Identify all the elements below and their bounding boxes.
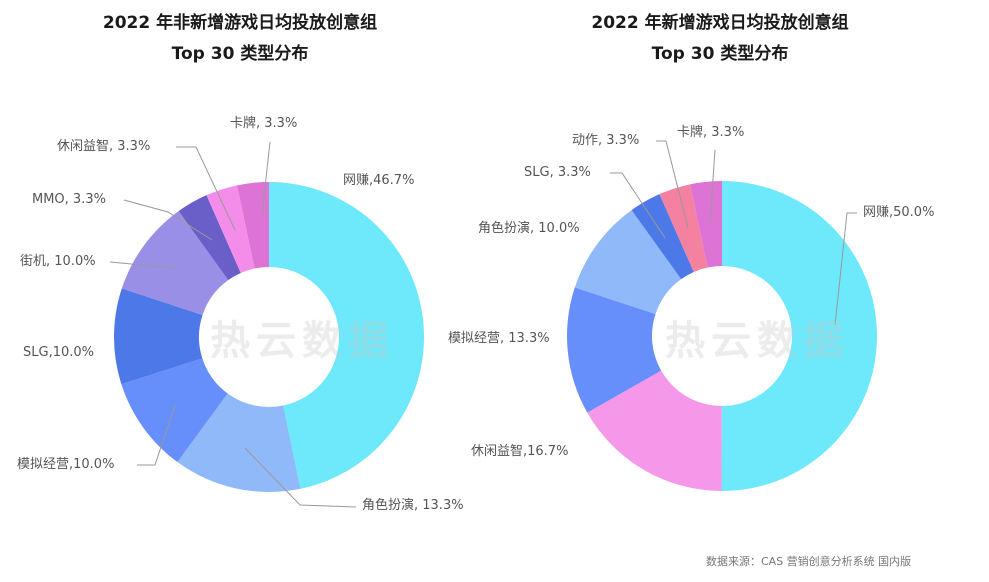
left-slice-6 [206, 185, 255, 273]
right-slice-4 [631, 194, 694, 280]
left-data-label: 街机, 10.0% [20, 254, 96, 269]
right-leader-line-0 [834, 212, 857, 326]
left-slice-1 [177, 393, 301, 493]
right-data-label: 模拟经营, 13.3% [448, 331, 550, 346]
left-data-label: 网赚,46.7% [343, 173, 415, 188]
left-watermark: 热云数据 [210, 318, 394, 364]
right-title-line1: 2022 年新增游戏日均投放创意组 [591, 13, 849, 33]
left-leader-line-4 [109, 261, 176, 269]
left-data-label: 角色扮演, 13.3% [362, 498, 464, 513]
right-watermark: 热云数据 [665, 318, 849, 364]
right-leader-line-5 [656, 140, 689, 229]
left-leader-line-6 [176, 146, 236, 231]
left-slice-2 [121, 358, 228, 463]
right-leader-line-6 [709, 149, 716, 223]
left-title-line1: 2022 年非新增游戏日均投放创意组 [102, 13, 378, 33]
left-data-label: MMO, 3.3% [32, 192, 106, 207]
right-slice-1 [587, 370, 722, 491]
left-leader-line-1 [244, 447, 357, 508]
left-slice-0 [269, 182, 424, 489]
right-slice-0 [721, 181, 878, 491]
left-leader-line-2 [137, 404, 176, 466]
data-source-footer: 数据来源：CAS 营销创意分析系统 国内版 [706, 555, 912, 568]
left-slice-4 [121, 211, 229, 316]
right-slice-2 [567, 287, 662, 413]
right-slice-3 [574, 210, 682, 315]
right-data-label: 角色扮演, 10.0% [478, 221, 580, 236]
left-data-label: 休闲益智, 3.3% [57, 139, 151, 154]
right-data-label: 网赚,50.0% [863, 205, 935, 220]
right-data-label: 休闲益智,16.7% [471, 444, 569, 459]
left-chart-title: 2022 年非新增游戏日均投放创意组 Top 30 类型分布 [40, 8, 440, 70]
left-leader-line-5 [123, 199, 213, 241]
left-data-label: SLG,10.0% [23, 345, 94, 360]
right-title-line2: Top 30 类型分布 [651, 44, 789, 64]
right-leader-line-4 [610, 172, 666, 239]
left-data-label: 卡牌, 3.3% [230, 116, 298, 131]
right-data-label: SLG, 3.3% [524, 165, 591, 180]
right-data-label: 卡牌, 3.3% [677, 125, 745, 140]
left-title-line2: Top 30 类型分布 [171, 44, 309, 64]
right-slice-5 [659, 184, 708, 272]
left-slice-3 [114, 288, 203, 385]
left-leader-line-7 [261, 141, 271, 216]
left-data-label: 模拟经营,10.0% [17, 457, 115, 472]
right-data-label: 动作, 3.3% [572, 133, 640, 148]
left-slice-7 [237, 182, 269, 269]
right-slice-6 [690, 181, 722, 268]
left-slice-5 [178, 195, 241, 281]
right-chart-title: 2022 年新增游戏日均投放创意组 Top 30 类型分布 [520, 8, 920, 70]
